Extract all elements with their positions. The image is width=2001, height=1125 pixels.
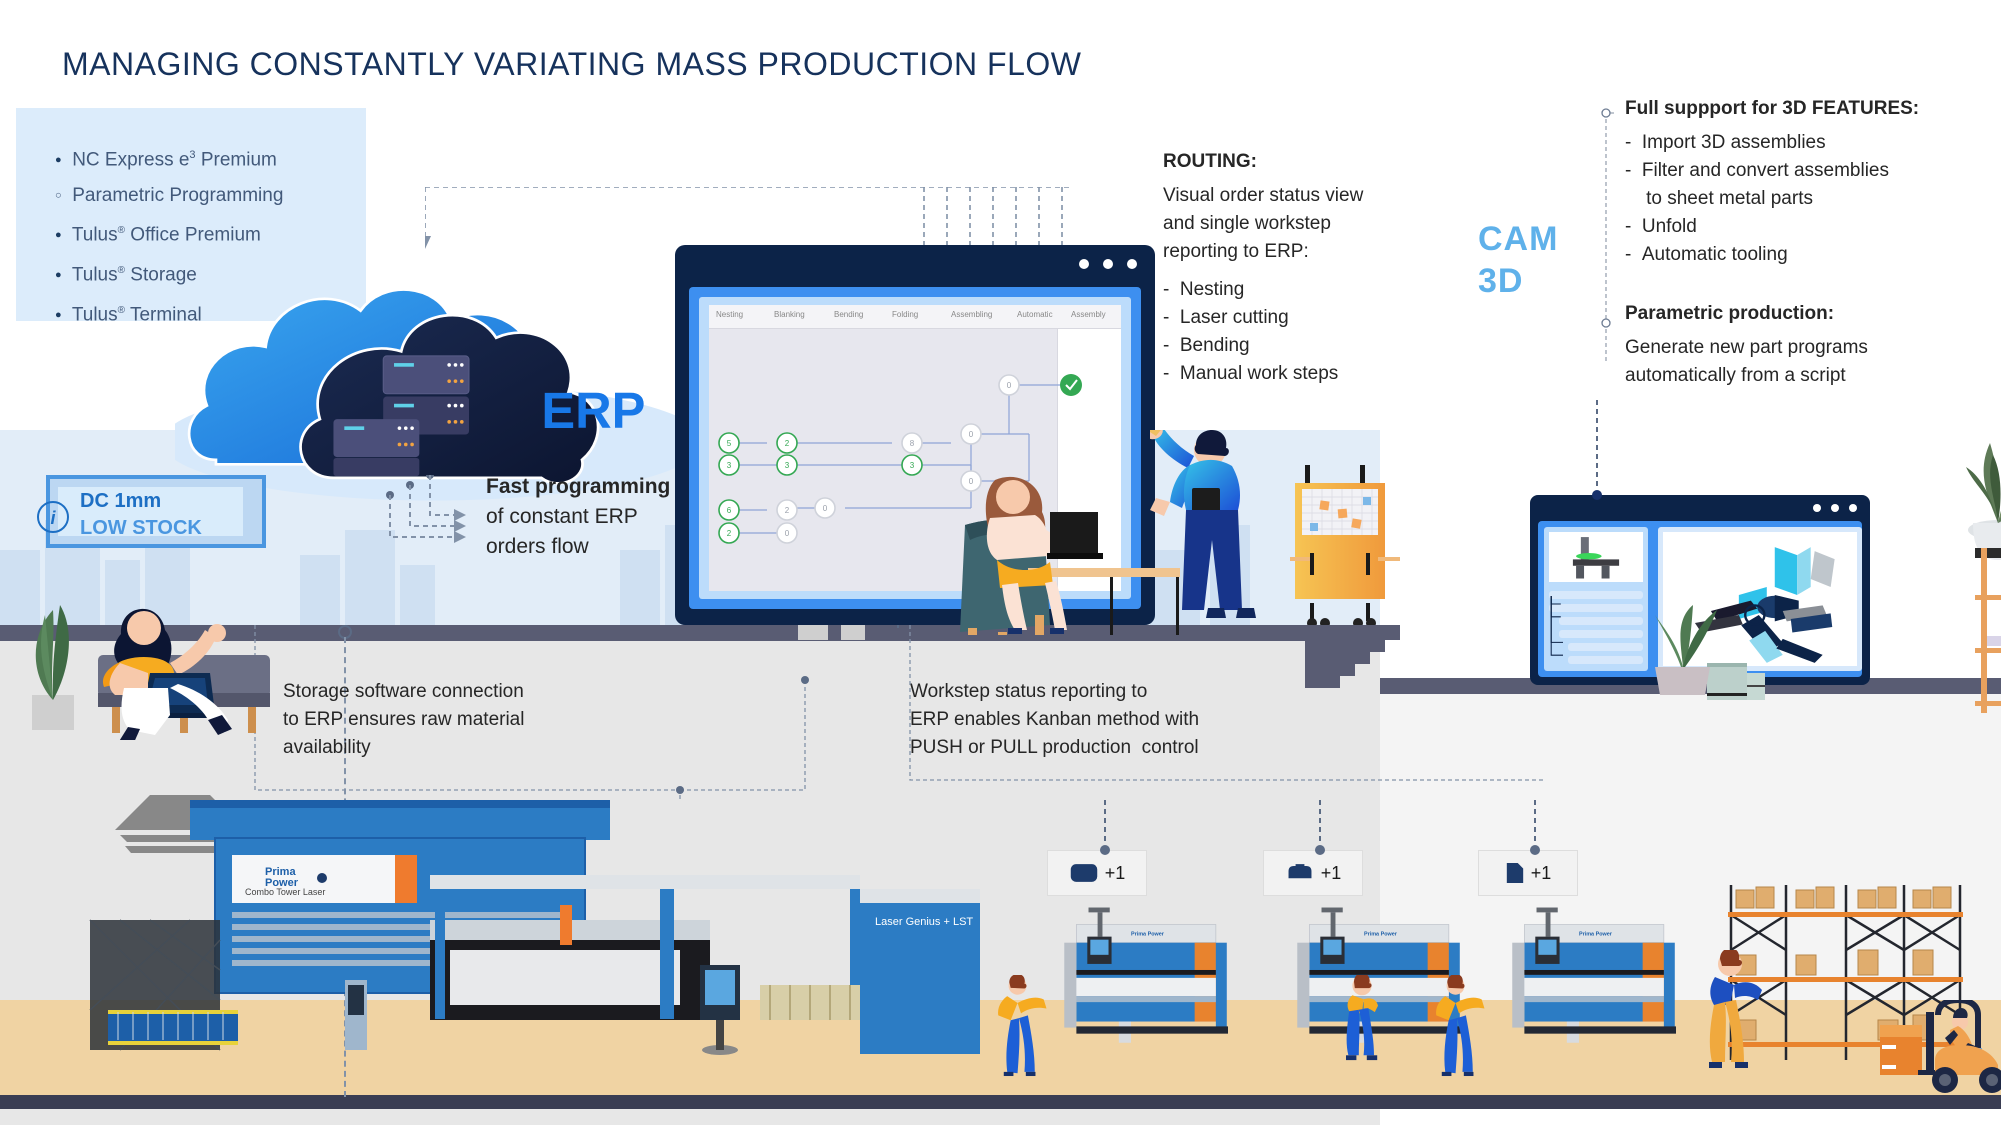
- svg-text:8: 8: [910, 439, 915, 448]
- svg-text:0: 0: [1007, 381, 1012, 390]
- svg-text:Combo Tower Laser: Combo Tower Laser: [245, 887, 325, 897]
- svg-text:0: 0: [785, 529, 790, 538]
- svg-text:ERP: ERP: [541, 382, 645, 439]
- svg-text:3: 3: [910, 461, 915, 470]
- svg-text:0: 0: [969, 430, 974, 439]
- svg-text:i: i: [50, 508, 56, 528]
- svg-text:2: 2: [727, 529, 732, 538]
- svg-text:2: 2: [785, 506, 790, 515]
- svg-text:2: 2: [785, 439, 790, 448]
- svg-text:3: 3: [727, 461, 732, 470]
- svg-text:Laser Genius + LST: Laser Genius + LST: [875, 916, 973, 928]
- svg-text:5: 5: [727, 439, 732, 448]
- svg-text:6: 6: [727, 506, 732, 515]
- svg-text:0: 0: [823, 504, 828, 513]
- svg-text:3: 3: [785, 461, 790, 470]
